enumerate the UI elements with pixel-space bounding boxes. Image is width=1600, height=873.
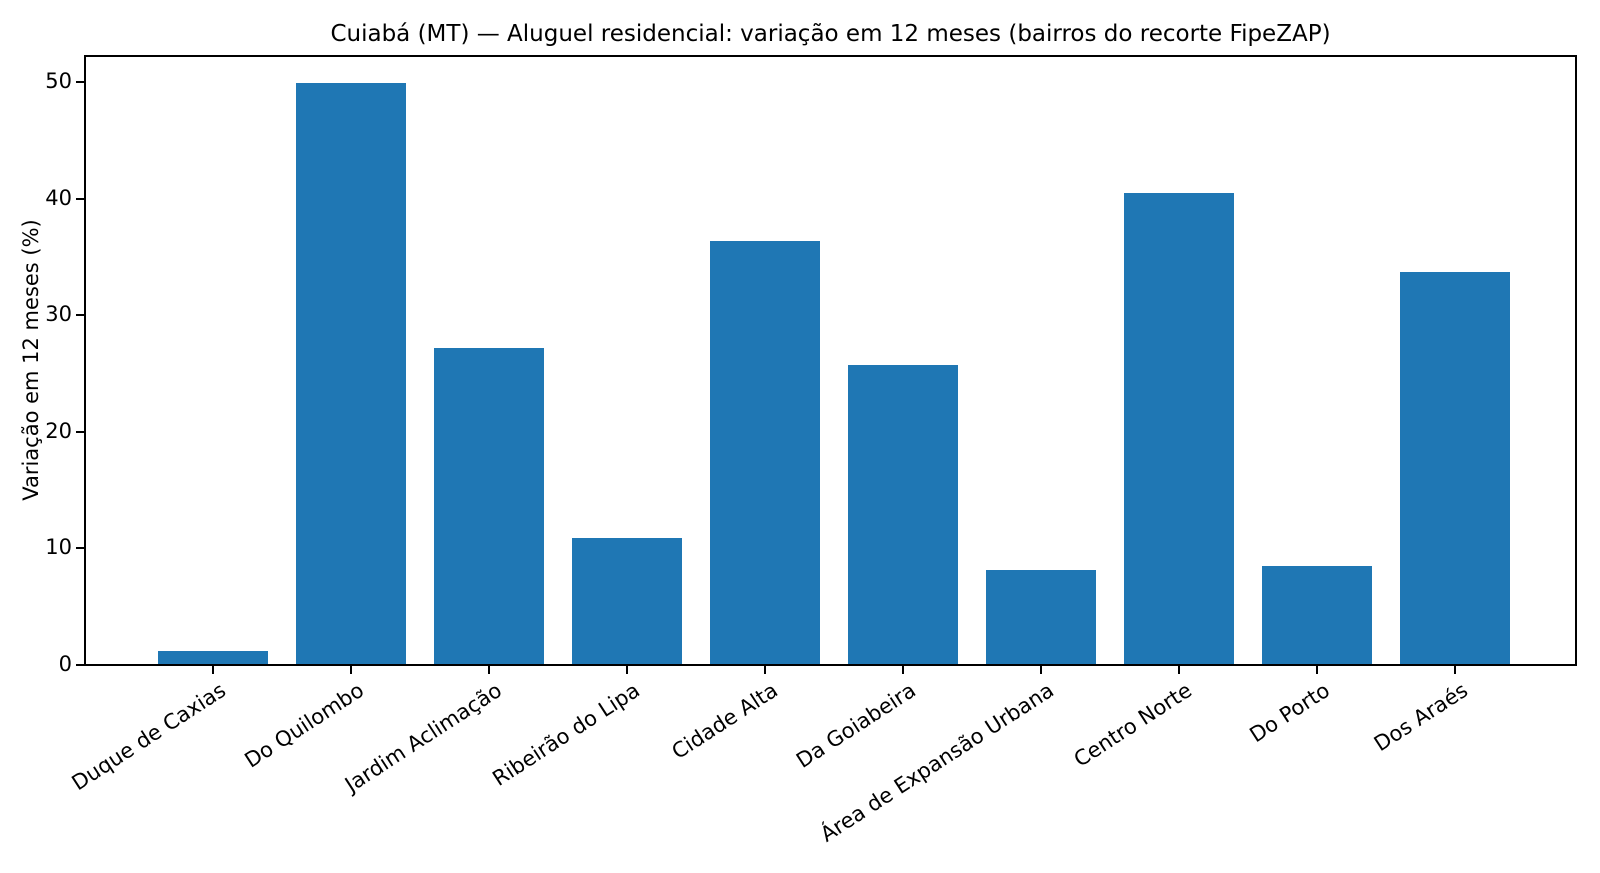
bar [986,570,1096,664]
y-axis-label: Variação em 12 meses (%) [19,219,43,501]
bar [848,365,958,664]
x-tick-mark [350,666,352,674]
x-tick-label: Ribeirão do Lipa [488,678,645,791]
y-tick-label: 50 [45,68,72,93]
x-tick-label: Dos Araés [1369,678,1473,757]
x-tick-mark [764,666,766,674]
x-tick-mark [1040,666,1042,674]
x-tick-label: Centro Norte [1069,678,1197,772]
bar [710,241,820,664]
bar [1262,566,1372,664]
y-tick-mark [76,430,84,433]
y-tick-mark [76,547,84,550]
bar [1400,272,1510,664]
bar [158,651,268,664]
x-tick-label: Área de Expansão Urbana [816,678,1059,847]
y-tick-label: 10 [45,535,72,560]
y-tick-label: 20 [45,418,72,443]
x-tick-mark [488,666,490,674]
bar [434,348,544,664]
x-tick-mark [1454,666,1456,674]
bar [296,83,406,664]
x-tick-mark [902,666,904,674]
y-tick-mark [76,197,84,200]
x-tick-label: Duque de Caxias [67,678,231,796]
bar [1124,193,1234,664]
y-tick-mark [76,80,84,83]
plot-area [84,55,1577,666]
x-tick-mark [1178,666,1180,674]
y-tick-label: 40 [45,185,72,210]
y-tick-label: 30 [45,302,72,327]
y-tick-label: 0 [58,652,72,676]
y-tick-mark [76,664,84,666]
x-tick-label: Da Goiabeira [791,678,921,773]
x-tick-label: Cidade Alta [667,678,783,764]
x-tick-label: Do Quilombo [240,678,369,773]
y-tick-mark [76,314,84,317]
chart-title: Cuiabá (MT) — Aluguel residencial: varia… [330,21,1331,47]
x-tick-label: Do Porto [1245,678,1335,748]
x-tick-mark [212,666,214,674]
bar [572,538,682,664]
x-tick-mark [626,666,628,674]
x-tick-mark [1316,666,1318,674]
